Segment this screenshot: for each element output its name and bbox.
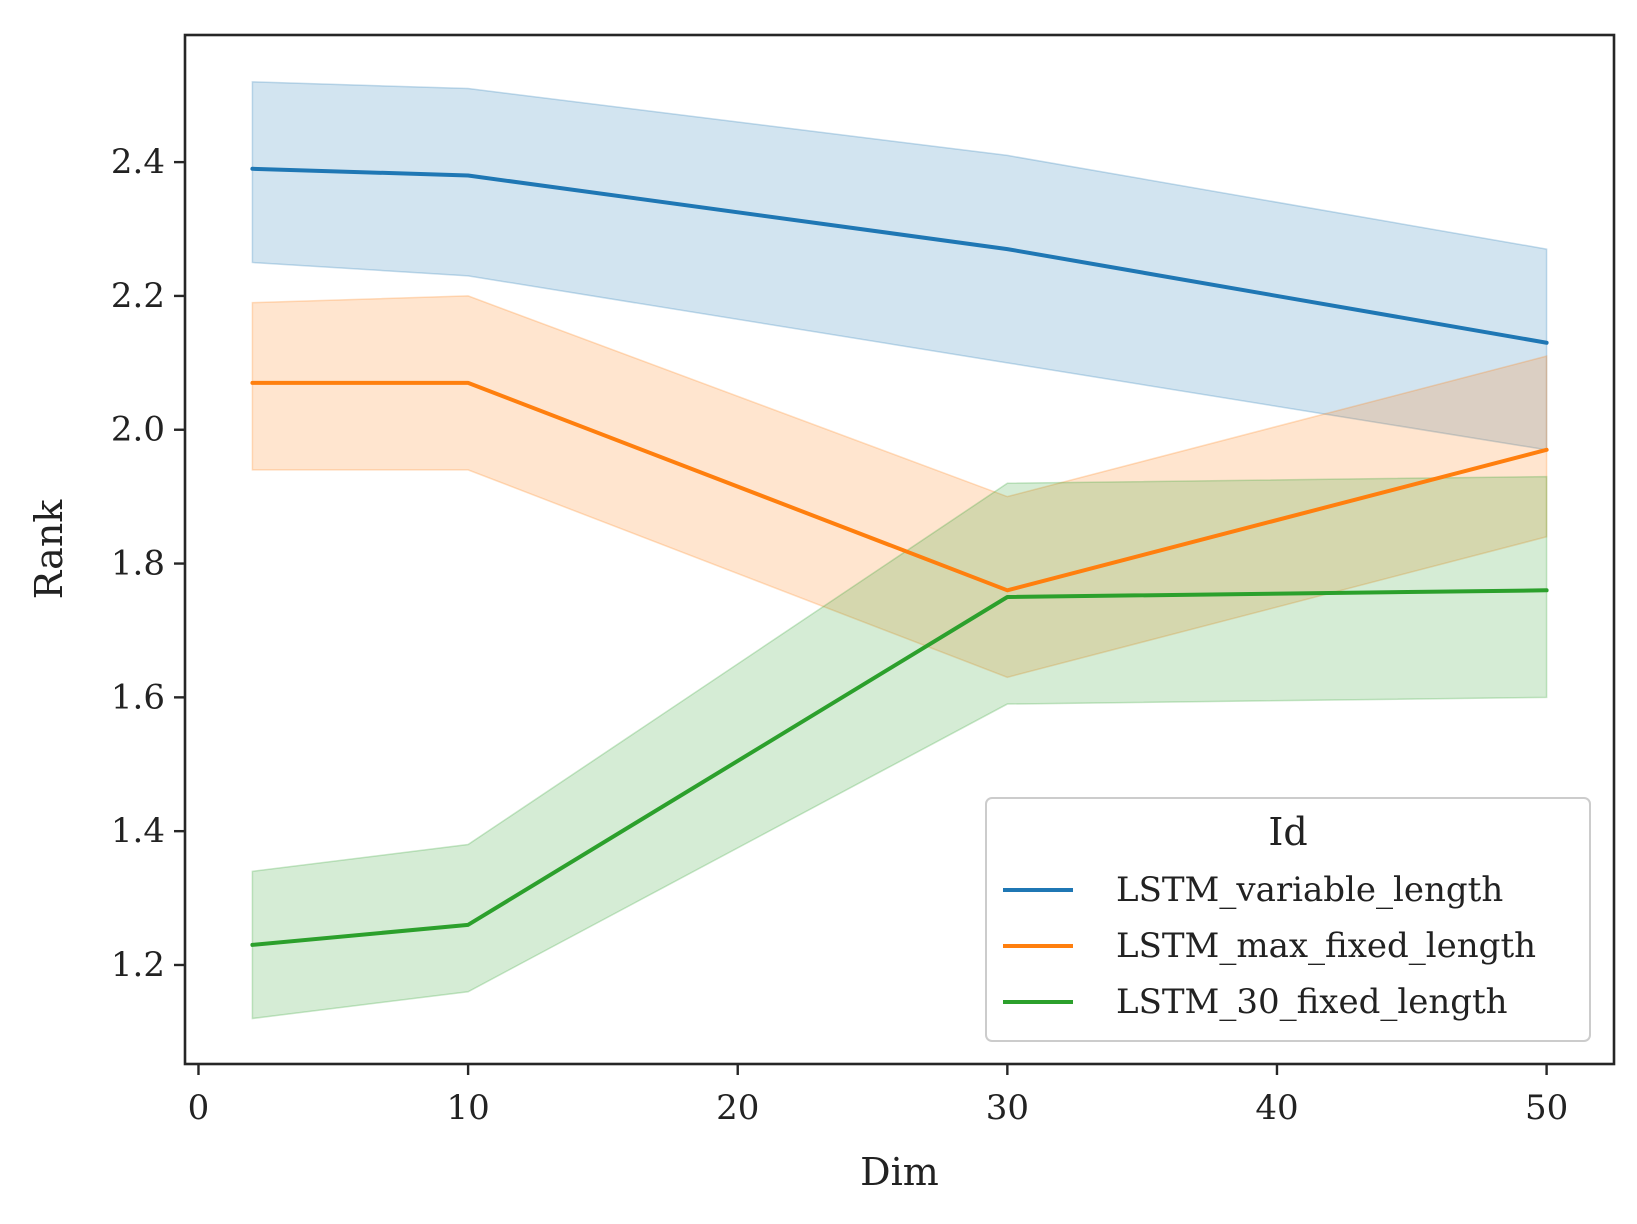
x-tick-label: 10 bbox=[446, 1088, 489, 1128]
x-tick-label: 50 bbox=[1525, 1088, 1568, 1128]
x-axis-label: Dim bbox=[860, 1150, 939, 1194]
legend-title: Id bbox=[1268, 810, 1307, 854]
x-axis-ticks: 0 10 20 30 40 50 bbox=[188, 1064, 1568, 1128]
x-tick-label: 30 bbox=[986, 1088, 1029, 1128]
confidence-bands bbox=[251, 81, 1548, 1020]
y-tick-label: 1.8 bbox=[111, 544, 165, 584]
legend-label: LSTM_max_fixed_length bbox=[1116, 926, 1536, 966]
series-lines bbox=[250, 166, 1549, 947]
y-tick-label: 2.4 bbox=[111, 142, 165, 182]
y-axis-ticks: 1.2 1.4 1.6 1.8 2.0 2.2 2.4 bbox=[111, 142, 185, 985]
legend: Id LSTM_variable_length LSTM_max_fixed_le… bbox=[985, 797, 1591, 1042]
y-tick-label: 1.6 bbox=[111, 677, 165, 717]
y-tick-label: 1.4 bbox=[111, 811, 165, 851]
y-tick-label: 2.2 bbox=[111, 276, 165, 316]
y-axis-label: Rank bbox=[27, 499, 71, 600]
series-3-line bbox=[250, 588, 1549, 947]
x-tick-label: 0 bbox=[188, 1088, 210, 1128]
series-1-line bbox=[250, 166, 1549, 345]
x-tick-label: 40 bbox=[1255, 1088, 1298, 1128]
series-2-ci-band bbox=[251, 295, 1548, 679]
series-3-ci-band bbox=[251, 475, 1548, 1020]
legend-label: LSTM_variable_length bbox=[1116, 870, 1503, 910]
series-2-line bbox=[250, 380, 1549, 593]
x-tick-label: 20 bbox=[716, 1088, 759, 1128]
y-tick-label: 2.0 bbox=[111, 410, 165, 450]
legend-box bbox=[985, 797, 1591, 1042]
y-tick-label: 1.2 bbox=[111, 945, 165, 985]
plot-frame bbox=[183, 33, 1616, 1066]
legend-items: LSTM_variable_length LSTM_max_fixed_lengt… bbox=[1003, 870, 1536, 1022]
legend-label: LSTM_30_fixed_length bbox=[1116, 982, 1508, 1022]
